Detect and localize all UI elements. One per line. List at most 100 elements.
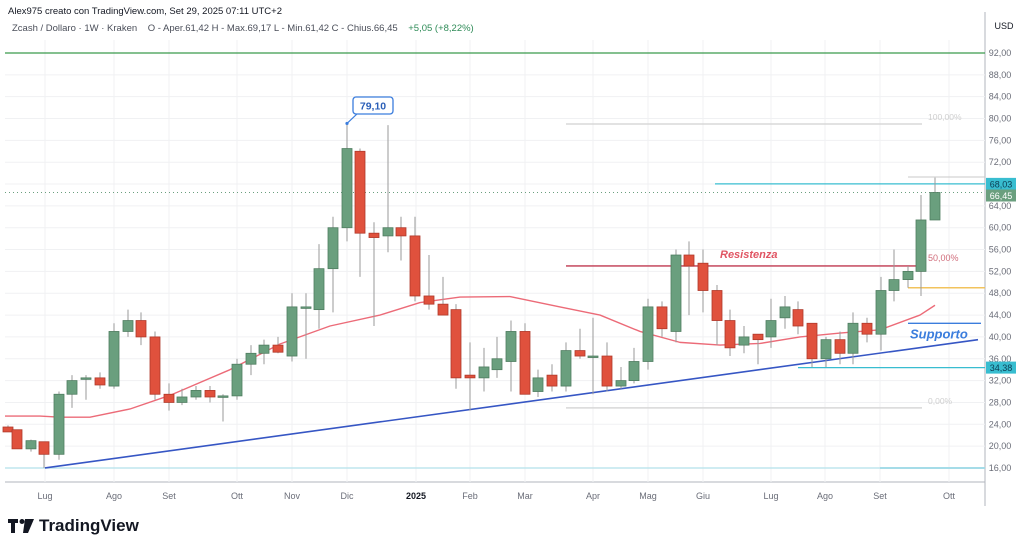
candle-down[interactable] bbox=[163, 393, 175, 403]
candle-up[interactable] bbox=[587, 355, 599, 358]
candle-down[interactable] bbox=[423, 295, 435, 305]
candle-up[interactable] bbox=[25, 440, 37, 450]
candle-down[interactable] bbox=[38, 441, 50, 455]
price-axis-tag-bg bbox=[986, 361, 1016, 374]
candle-up[interactable] bbox=[888, 279, 900, 291]
candle-down[interactable] bbox=[752, 333, 764, 341]
price-axis-tag: 66,45 bbox=[990, 191, 1013, 201]
y-tick-label: 60,00 bbox=[989, 223, 1012, 233]
candle-down[interactable] bbox=[464, 374, 476, 379]
candle-up[interactable] bbox=[915, 219, 927, 272]
tradingview-logo-text: TradingView bbox=[39, 516, 139, 535]
candle-up[interactable] bbox=[738, 336, 750, 346]
candle-down[interactable] bbox=[395, 227, 407, 237]
interval[interactable]: 1W bbox=[84, 23, 99, 34]
candle-up[interactable] bbox=[628, 361, 640, 381]
candle-down[interactable] bbox=[135, 320, 147, 338]
candle-up[interactable] bbox=[847, 322, 859, 354]
candle-up[interactable] bbox=[820, 339, 832, 360]
fib-0-label: 0,00% bbox=[928, 396, 953, 406]
candle-down[interactable] bbox=[806, 322, 818, 360]
candle-up[interactable] bbox=[108, 331, 120, 387]
x-tick-label: 2025 bbox=[406, 491, 426, 501]
candle-up[interactable] bbox=[66, 380, 78, 395]
candle-up[interactable] bbox=[532, 377, 544, 392]
candle-up[interactable] bbox=[300, 306, 312, 309]
candle-down[interactable] bbox=[683, 254, 695, 267]
y-tick-label: 88,00 bbox=[989, 70, 1012, 80]
candle-up[interactable] bbox=[286, 306, 298, 357]
candle-down[interactable] bbox=[204, 390, 216, 398]
y-tick-label: 64,00 bbox=[989, 201, 1012, 211]
tradingview-logo[interactable]: TradingView bbox=[8, 516, 139, 536]
candle-down[interactable] bbox=[11, 429, 23, 450]
candle-up[interactable] bbox=[505, 331, 517, 362]
candle-up[interactable] bbox=[382, 227, 394, 237]
x-tick-label: Set bbox=[162, 491, 176, 501]
y-tick-label: 36,00 bbox=[989, 354, 1012, 364]
candle-down[interactable] bbox=[437, 303, 449, 316]
y-tick-label: 52,00 bbox=[989, 266, 1012, 276]
y-tick-label: 20,00 bbox=[989, 441, 1012, 451]
candle-down[interactable] bbox=[792, 309, 804, 327]
candle-up[interactable] bbox=[560, 350, 572, 387]
candle-up[interactable] bbox=[929, 192, 941, 221]
price-axis-tag: 68,03 bbox=[990, 179, 1013, 189]
candle-up[interactable] bbox=[779, 306, 791, 319]
candle-down[interactable] bbox=[94, 377, 106, 386]
y-tick-label: 32,00 bbox=[989, 376, 1012, 386]
candle-down[interactable] bbox=[149, 336, 161, 395]
candle-down[interactable] bbox=[697, 262, 709, 291]
candle-up[interactable] bbox=[245, 352, 257, 365]
symbol-name[interactable]: Zcash / Dollaro bbox=[12, 23, 76, 34]
candle-up[interactable] bbox=[80, 377, 92, 380]
candle-down[interactable] bbox=[574, 350, 586, 357]
exchange: Kraken bbox=[107, 23, 138, 34]
candle-up[interactable] bbox=[258, 344, 270, 354]
candle-up[interactable] bbox=[670, 254, 682, 332]
candle-up[interactable] bbox=[615, 380, 627, 387]
candle-up[interactable] bbox=[765, 320, 777, 338]
candle-down[interactable] bbox=[519, 331, 531, 395]
candle-up[interactable] bbox=[217, 395, 229, 398]
candle-down[interactable] bbox=[601, 355, 613, 387]
candle-down[interactable] bbox=[861, 322, 873, 335]
candle-up[interactable] bbox=[176, 396, 188, 403]
candle-down[interactable] bbox=[656, 306, 668, 330]
candle-up[interactable] bbox=[875, 290, 887, 335]
candle-down[interactable] bbox=[409, 235, 421, 297]
y-tick-label: 84,00 bbox=[989, 92, 1012, 102]
candle-up[interactable] bbox=[341, 148, 353, 229]
candle-down[interactable] bbox=[450, 309, 462, 379]
candle-down[interactable] bbox=[272, 344, 284, 353]
candle-down[interactable] bbox=[711, 290, 723, 321]
candle-up[interactable] bbox=[642, 306, 654, 362]
candle-down[interactable] bbox=[546, 374, 558, 387]
x-tick-label: Ago bbox=[106, 491, 122, 501]
candle-up[interactable] bbox=[478, 366, 490, 379]
x-tick-label: Apr bbox=[586, 491, 600, 501]
candle-up[interactable] bbox=[231, 363, 243, 397]
callout-text: 79,10 bbox=[360, 101, 386, 113]
callout-anchor bbox=[345, 121, 349, 126]
candle-up[interactable] bbox=[122, 320, 134, 332]
y-tick-label: 48,00 bbox=[989, 288, 1012, 298]
callout-box[interactable] bbox=[352, 96, 394, 115]
candle-up[interactable] bbox=[313, 268, 325, 311]
resistance-label: Resistenza bbox=[720, 249, 777, 261]
candle-down[interactable] bbox=[2, 426, 14, 433]
candle-up[interactable] bbox=[902, 270, 914, 280]
fib-100-label: 100,00% bbox=[928, 112, 962, 122]
candle-up[interactable] bbox=[491, 358, 503, 371]
support-trendline[interactable] bbox=[44, 338, 979, 469]
candle-down[interactable] bbox=[354, 150, 366, 234]
candle-up[interactable] bbox=[190, 390, 202, 398]
candle-down[interactable] bbox=[834, 339, 846, 354]
candle-up[interactable] bbox=[53, 393, 65, 455]
candle-down[interactable] bbox=[368, 232, 380, 238]
candle-up[interactable] bbox=[327, 227, 339, 270]
ohlc-values: O - Aper.61,42 H - Max.69,17 L - Min.61,… bbox=[147, 23, 398, 34]
x-tick-label: Ott bbox=[231, 491, 244, 501]
candle-down[interactable] bbox=[724, 320, 736, 349]
